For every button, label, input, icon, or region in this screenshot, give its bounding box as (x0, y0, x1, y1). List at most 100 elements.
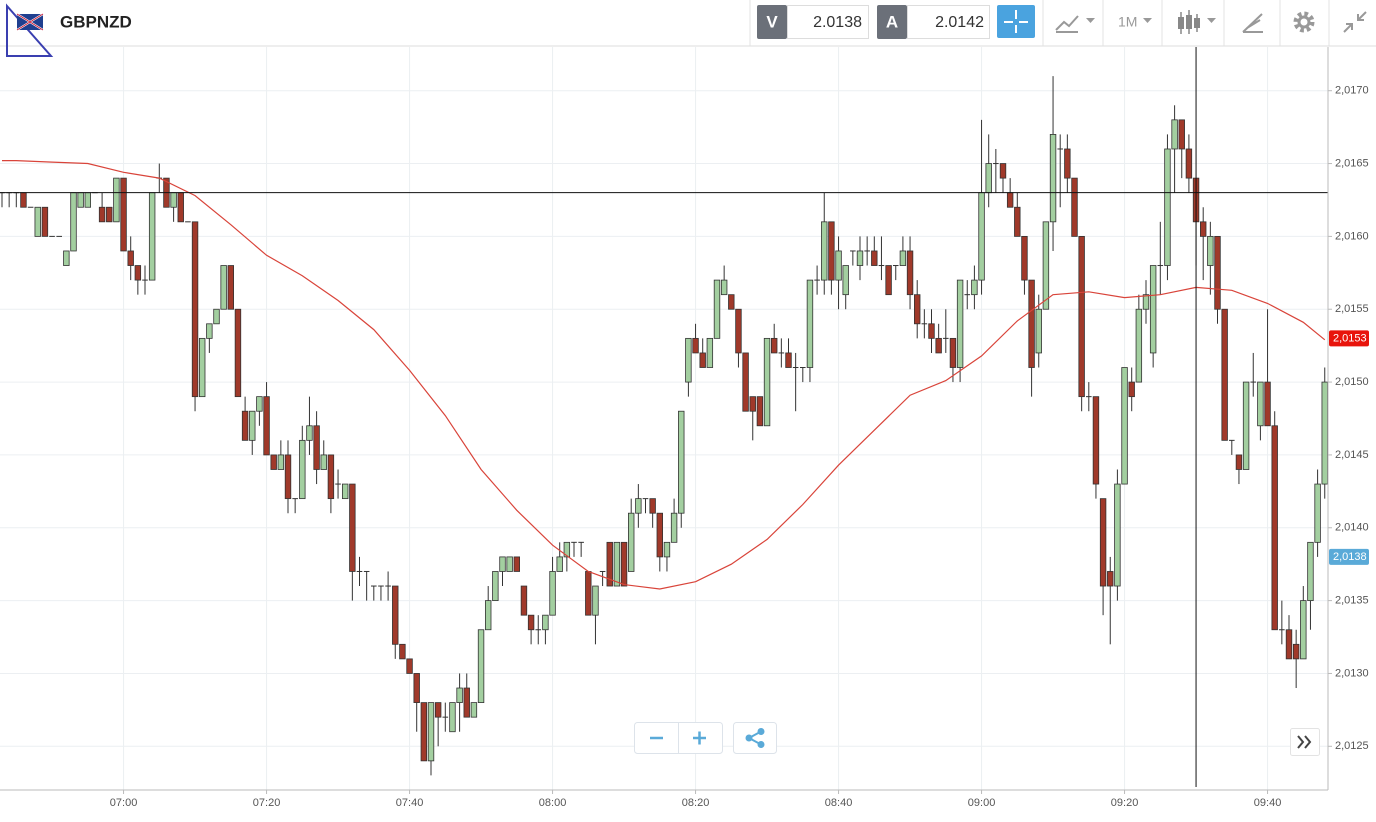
candle-body (1250, 381, 1257, 383)
candle-body (371, 585, 377, 587)
draw-tool-icon[interactable] (6, 3, 54, 57)
candle-body (106, 206, 113, 223)
candle-body (742, 352, 749, 412)
sell-price-box[interactable] (787, 5, 869, 39)
candle-body (756, 396, 764, 427)
settings-icon[interactable] (1293, 11, 1315, 33)
scroll-end-icon (1297, 735, 1312, 749)
candle-body (148, 192, 156, 281)
candle-body (213, 308, 220, 325)
candle-body (1028, 279, 1035, 368)
candle-body (406, 658, 413, 674)
candle-body (1149, 265, 1157, 354)
candle-body (41, 206, 49, 237)
candle-body (800, 367, 806, 369)
buy-price-box[interactable] (907, 5, 990, 39)
grid (0, 47, 1328, 790)
candle-body (1279, 629, 1285, 631)
x-tick-label: 09:40 (1254, 797, 1282, 809)
candle-body (1014, 206, 1021, 237)
share-icon[interactable] (745, 728, 765, 748)
candle-body (463, 687, 470, 718)
crosshair-button[interactable] (997, 5, 1035, 38)
candle-body (1185, 148, 1193, 179)
chart-type-icon[interactable] (1055, 15, 1079, 33)
candle-body (563, 541, 571, 558)
candle-body (249, 410, 256, 441)
candle-body (506, 556, 513, 572)
candle-body (206, 323, 213, 339)
candle-body (1092, 396, 1100, 485)
candle-body (949, 337, 957, 368)
candle-body (1300, 600, 1307, 660)
candle-body (1235, 454, 1243, 470)
candle-body (943, 337, 949, 339)
candle-body (956, 279, 964, 368)
candle-body (792, 367, 799, 369)
candle-body (549, 571, 556, 616)
share-dot (745, 734, 753, 742)
x-tick-label: 09:00 (968, 797, 996, 809)
candle-body (670, 512, 678, 543)
candle-body (220, 265, 227, 310)
candle-body (656, 512, 663, 558)
candle-body (606, 541, 613, 587)
candle-body (134, 265, 142, 281)
collapse-icon[interactable] (1343, 11, 1367, 33)
candle-body (935, 337, 942, 354)
y-tick-label: 2,0165 (1335, 157, 1369, 169)
candle-body (578, 541, 584, 543)
flag-cross-red (16, 13, 44, 31)
candle-body (592, 585, 599, 616)
candle-body (971, 279, 978, 296)
candle-body (470, 702, 478, 718)
candle-body (785, 352, 792, 368)
candle-body (628, 512, 635, 572)
candle-body (535, 629, 542, 631)
candle-body (1049, 134, 1057, 223)
candle-body (663, 541, 671, 558)
buy-button[interactable] (877, 5, 907, 39)
candle-body (871, 250, 878, 266)
candle-body (341, 483, 349, 500)
y-tick-label: 2,0160 (1335, 230, 1369, 242)
candle-body (492, 571, 499, 602)
candle-body (399, 643, 406, 660)
candle-body (1107, 571, 1114, 587)
candle-body (864, 250, 870, 252)
x-tick-label: 08:20 (682, 797, 710, 809)
symbol: GBPNZD (60, 12, 132, 31)
candle-body (1178, 119, 1185, 150)
timeframe[interactable]: 1M (1118, 14, 1137, 30)
candle-body (98, 206, 106, 223)
drawing-icon[interactable] (1242, 13, 1263, 33)
candle-icon[interactable] (1178, 17, 1184, 29)
candle-body (335, 483, 341, 485)
zoom-in[interactable] (693, 731, 706, 745)
candle-body (1042, 221, 1050, 310)
candle-body (1078, 235, 1085, 398)
candle-body (1057, 148, 1063, 150)
y-tick-label: 2,0135 (1335, 595, 1369, 607)
sell-button[interactable] (757, 5, 787, 39)
candle-body (885, 265, 892, 296)
candle-body (571, 541, 577, 543)
candle-body (392, 585, 399, 645)
candle-body (771, 337, 778, 354)
scroll-end-box[interactable] (1290, 728, 1320, 756)
dropdown-arrow (1143, 18, 1152, 23)
candle-body (620, 541, 628, 587)
candle-body (63, 250, 70, 266)
candle-body (556, 556, 563, 572)
candle-body (449, 702, 456, 733)
candle-body (1171, 119, 1178, 150)
candle-body (892, 265, 899, 267)
candle-body (256, 396, 263, 412)
candle-body (699, 352, 706, 368)
price-label-box (1329, 330, 1369, 347)
candle-body (921, 323, 928, 325)
candle-body (692, 337, 699, 354)
share-dot (757, 728, 765, 735)
candle-body (821, 221, 828, 281)
candle-body (320, 454, 327, 470)
